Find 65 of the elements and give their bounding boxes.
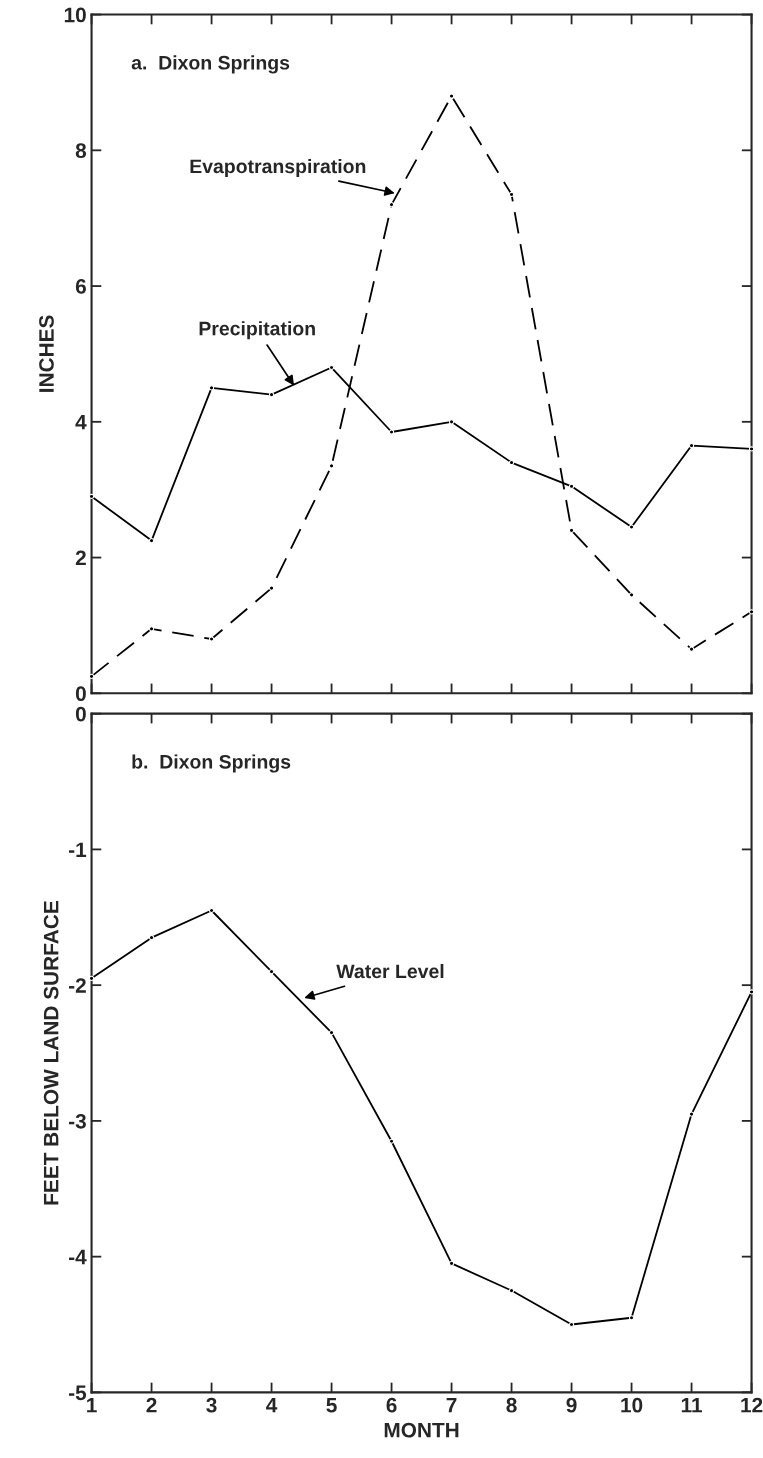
y-axis-title: INCHES <box>39 315 54 392</box>
x-tick-label: 1 <box>87 1398 97 1413</box>
y-tick-label: 10 <box>64 7 86 23</box>
y-tick-label: -2 <box>68 978 86 993</box>
point <box>208 385 215 391</box>
x-tick-label: 2 <box>146 1397 157 1413</box>
point <box>328 1030 335 1036</box>
point <box>448 93 455 99</box>
annotation: Water Level <box>336 963 444 979</box>
y-tick-label: 6 <box>75 279 86 294</box>
y-tick-label: -5 <box>68 1385 87 1401</box>
annotation: Precipitation <box>199 321 315 340</box>
x-tick-label: 4 <box>266 1398 278 1413</box>
point <box>448 1260 455 1267</box>
x-tick-label: 7 <box>446 1398 457 1413</box>
point <box>328 364 335 371</box>
y-tick-label: 0 <box>75 706 86 722</box>
point <box>88 673 95 679</box>
x-tick-label: 11 <box>681 1398 702 1413</box>
point <box>388 1138 395 1144</box>
x-tick-label: 5 <box>326 1398 337 1413</box>
text: a. Dixon Springs <box>131 55 290 74</box>
point <box>148 935 155 941</box>
x-tick-label: 10 <box>621 1397 643 1413</box>
point <box>688 442 695 449</box>
y-tick-label: 0 <box>75 686 86 702</box>
point <box>268 585 275 591</box>
point <box>688 646 695 652</box>
y-tick-label: 4 <box>75 415 87 430</box>
point <box>208 907 215 914</box>
point <box>448 419 455 425</box>
annotation: Evapotranspiration <box>190 158 366 178</box>
point <box>628 524 635 530</box>
point <box>748 989 755 995</box>
text: b. Dixon Springs <box>132 754 291 773</box>
y-tick-label: 8 <box>75 143 87 159</box>
point <box>508 459 515 466</box>
point <box>748 446 755 452</box>
point <box>268 392 275 398</box>
point <box>568 483 575 489</box>
point <box>148 626 155 632</box>
y-tick-label: -1 <box>68 842 87 857</box>
point <box>508 1287 515 1294</box>
y-tick-label: 2 <box>75 550 86 566</box>
x-tick-label: 9 <box>566 1397 577 1413</box>
y-tick-label: -4 <box>68 1249 87 1265</box>
point <box>88 493 95 500</box>
point <box>148 537 155 544</box>
point <box>508 191 515 198</box>
point <box>268 968 275 975</box>
point <box>208 636 215 642</box>
y-axis-title: FEET BELOW LAND SURFACE <box>43 901 59 1205</box>
x-axis-title: MONTH <box>384 1422 459 1438</box>
x-tick-label: 3 <box>206 1397 217 1413</box>
point <box>88 975 95 981</box>
point <box>748 609 755 615</box>
point <box>388 202 395 208</box>
x-tick-label: 6 <box>386 1397 397 1413</box>
point <box>628 1315 635 1321</box>
x-tick-label: 12 <box>741 1397 763 1413</box>
point <box>388 429 395 435</box>
point <box>568 527 575 534</box>
point <box>568 1321 575 1328</box>
y-tick-label: -3 <box>68 1113 86 1129</box>
x-tick-label: 8 <box>506 1397 517 1413</box>
